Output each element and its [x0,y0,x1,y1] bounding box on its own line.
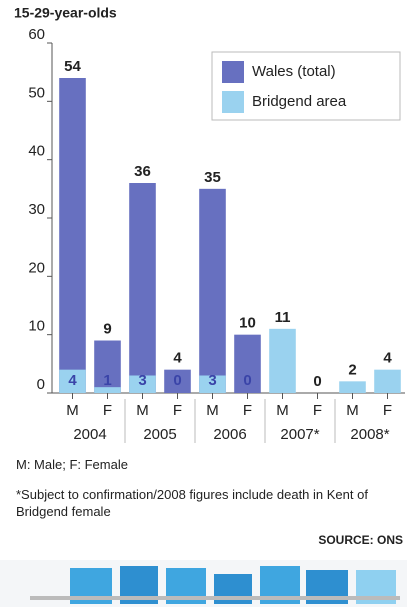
legend-swatch [222,61,244,83]
legend-label: Bridgend area [252,93,347,110]
x-tick-label: F [243,402,252,419]
value-label: 4 [173,350,182,367]
value-label: 4 [383,350,392,367]
value-label: 9 [103,320,111,337]
x-tick-label: M [136,402,149,419]
value-label: 1 [103,372,111,389]
y-tick-label: 40 [28,143,45,160]
value-label: 36 [134,163,151,180]
x-tick-label: F [313,402,322,419]
x-tick-label: M [276,402,289,419]
bar [199,189,226,393]
value-label: 0 [173,372,181,389]
value-label: 11 [275,309,291,326]
y-tick-label: 30 [28,201,45,218]
value-label: 35 [204,169,221,186]
x-tick-label: F [173,402,182,419]
y-tick-label: 50 [28,84,45,101]
group-label: 2008* [350,426,389,443]
bar [339,381,366,393]
value-label: 3 [138,372,146,389]
x-tick-label: F [383,402,392,419]
y-tick-label: 20 [28,259,45,276]
value-label: 2 [348,361,356,378]
y-tick-label: 60 [28,26,45,43]
footnote: *Subject to confirmation/2008 figures in… [16,486,396,520]
value-label: 54 [64,58,81,75]
value-label: 3 [208,372,216,389]
group-label: 2004 [73,426,106,443]
group-label: 2006 [213,426,246,443]
bar [269,329,296,393]
y-tick-label: 10 [28,318,45,335]
bar [374,370,401,393]
y-tick-label: 0 [37,376,45,393]
x-tick-label: F [103,402,112,419]
value-label: 4 [68,372,77,389]
legend-label: Wales (total) [252,63,336,80]
chart-title: 15-29-year-olds [14,5,117,21]
x-tick-label: M [346,402,359,419]
value-label: 0 [313,373,321,390]
value-label: 10 [239,315,256,332]
x-tick-label: M [206,402,219,419]
decorative-strip [0,560,407,607]
x-tick-label: M [66,402,79,419]
source: SOURCE: ONS [318,532,403,549]
bar [59,78,86,393]
page: {"chart_data": {"type": "bar", "title": … [0,0,407,607]
legend-swatch [222,91,244,113]
bar [129,183,156,393]
group-label: 2007* [280,426,319,443]
legend-note: M: Male; F: Female [16,456,128,473]
value-label: 0 [243,372,251,389]
group-label: 2005 [143,426,176,443]
